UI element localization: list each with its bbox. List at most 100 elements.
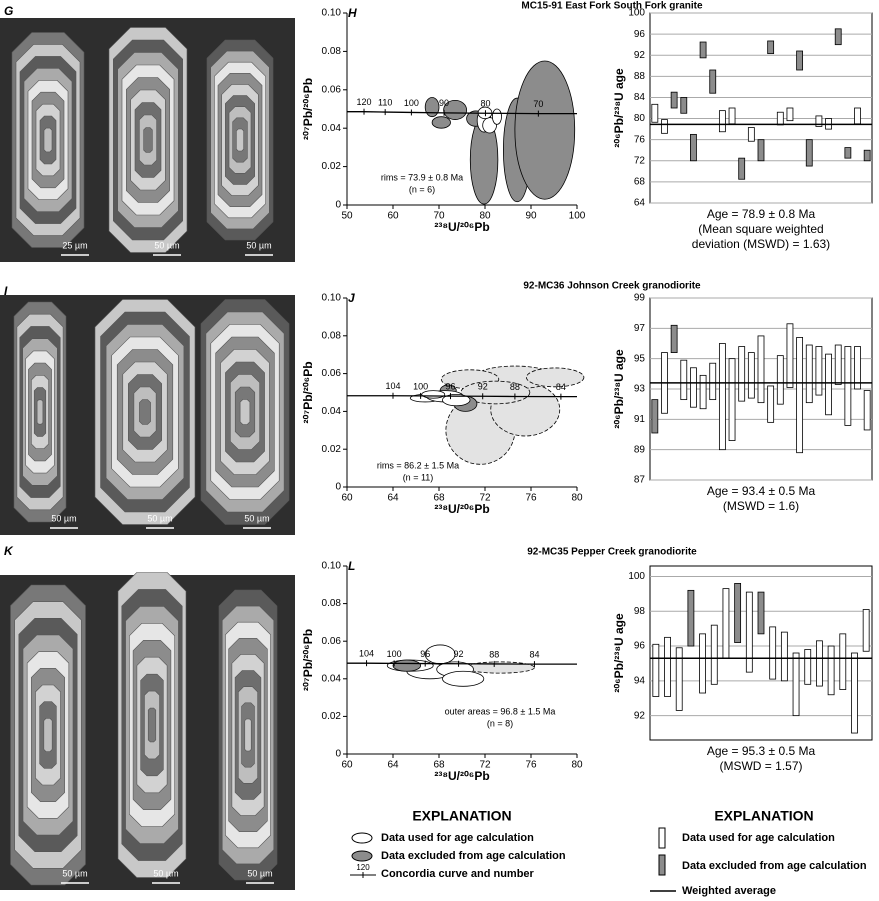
y-tick-label: 87	[634, 475, 646, 486]
y-tick-label: 0.06	[322, 636, 342, 647]
x-tick-label: 50	[341, 211, 353, 222]
error-bar	[675, 647, 683, 711]
caption: Age = 78.9 ± 0.8 Ma	[707, 207, 816, 221]
legend-tick-label: 120	[356, 863, 370, 872]
y-tick-label: 100	[628, 8, 645, 19]
error-bar	[815, 346, 823, 396]
x-tick-label: 68	[433, 760, 445, 771]
legend-text: Data used for age calculation	[381, 832, 534, 844]
data-ellipse	[442, 393, 471, 407]
error-bar	[839, 633, 847, 690]
error-bar	[690, 133, 697, 162]
concordia-label: 100	[404, 98, 419, 108]
concordia-label: 88	[489, 649, 499, 659]
error-bar	[718, 110, 726, 133]
x-axis-label: ²³⁸U/²⁰⁶Pb	[434, 769, 489, 783]
caption: deviation (MSWD) = 1.63)	[692, 237, 830, 251]
error-bar	[738, 157, 746, 180]
x-tick-label: 100	[569, 211, 586, 222]
concordia-label: 92	[478, 382, 488, 392]
plot-frame	[649, 565, 873, 741]
y-tick-label: 0	[335, 749, 341, 760]
error-bar	[863, 390, 871, 431]
scale-bar-label: 50 µm	[154, 240, 179, 250]
y-tick-label: 93	[634, 384, 646, 395]
scale-bar-label: 50 µm	[247, 868, 272, 878]
y-tick-label: 76	[634, 134, 646, 145]
annotation: (n = 11)	[403, 472, 434, 482]
y-tick-label: 88	[634, 71, 646, 82]
panel-letter: H	[348, 6, 357, 20]
x-tick-label: 64	[387, 760, 399, 771]
y-axis-label: ²⁰⁶Pb/²³⁸U age	[612, 68, 626, 148]
scale-bar-label: 50 µm	[244, 513, 269, 523]
chart-title: 92-MC36 Johnson Creek granodiorite	[523, 281, 701, 292]
y-tick-label: 0	[335, 200, 341, 211]
concordia-label: 120	[357, 97, 372, 107]
y-tick-label: 94	[634, 675, 646, 686]
concordia-label: 104	[385, 381, 400, 391]
error-bar	[690, 367, 697, 408]
concordia-label: 84	[556, 382, 566, 392]
error-bar	[767, 385, 775, 423]
legend-used-icon	[658, 827, 666, 849]
error-bar	[796, 50, 804, 71]
x-axis-label: ²³⁸U/²⁰⁶Pb	[434, 220, 489, 234]
concordia-label: 110	[378, 97, 392, 107]
error-bar	[670, 324, 678, 353]
concordia-label: 70	[533, 99, 543, 109]
y-tick-label: 84	[634, 92, 646, 103]
error-bar	[815, 115, 823, 127]
zircon-zone	[36, 399, 44, 425]
error-bar	[834, 344, 842, 385]
data-ellipse	[424, 97, 440, 118]
y-tick-label: 96	[634, 641, 646, 652]
error-bar	[747, 127, 755, 142]
concordia-label: 100	[413, 381, 428, 391]
y-tick-label: 97	[634, 323, 646, 334]
concordia-label: 88	[510, 382, 520, 392]
scale-bar-label: 50 µm	[62, 868, 87, 878]
y-tick-label: 100	[628, 571, 645, 582]
error-bar	[805, 344, 813, 404]
y-tick-label: 0.10	[322, 561, 342, 572]
error-bar	[844, 346, 852, 426]
annotation: rims = 73.9 ± 0.8 Ma	[381, 172, 463, 182]
error-bar	[664, 636, 671, 697]
error-bar	[699, 633, 706, 694]
annotation: outer areas = 96.8 ± 1.5 Ma	[445, 706, 556, 716]
y-axis-label: ²⁰⁷Pb/²⁰⁶Pb	[301, 78, 315, 140]
error-bar	[767, 40, 775, 55]
y-tick-label: 68	[634, 177, 646, 188]
error-bar	[825, 353, 832, 416]
explanation-title: EXPLANATION	[714, 808, 813, 824]
error-bar	[699, 41, 707, 59]
error-bar	[769, 626, 777, 680]
error-bar	[651, 399, 659, 434]
error-bar	[844, 147, 852, 159]
legend-text: Data excluded from age calculation	[381, 850, 566, 862]
error-bar	[661, 119, 668, 134]
error-bar	[738, 346, 746, 402]
x-tick-label: 68	[433, 493, 445, 504]
x-tick-label: 60	[341, 760, 353, 771]
x-tick-label: 80	[479, 211, 491, 222]
error-bar	[652, 643, 660, 697]
error-bar	[854, 107, 861, 125]
panel-letter: L	[348, 559, 355, 573]
concordia-label: 80	[480, 99, 490, 109]
error-bar	[862, 609, 870, 652]
error-bar	[709, 362, 717, 401]
error-bar	[805, 139, 813, 167]
legend-used-icon	[351, 832, 373, 844]
panel-letter: G	[4, 4, 13, 18]
concordia-label: 92	[454, 649, 464, 659]
legend-text: Concordia curve and number	[381, 868, 535, 880]
error-bar	[680, 97, 688, 114]
concordia-curve	[392, 395, 561, 398]
x-tick-label: 64	[387, 493, 399, 504]
error-bar	[687, 589, 695, 647]
y-tick-label: 0.04	[322, 406, 342, 417]
chart-title: 92-MC35 Pepper Creek granodiorite	[527, 547, 697, 558]
